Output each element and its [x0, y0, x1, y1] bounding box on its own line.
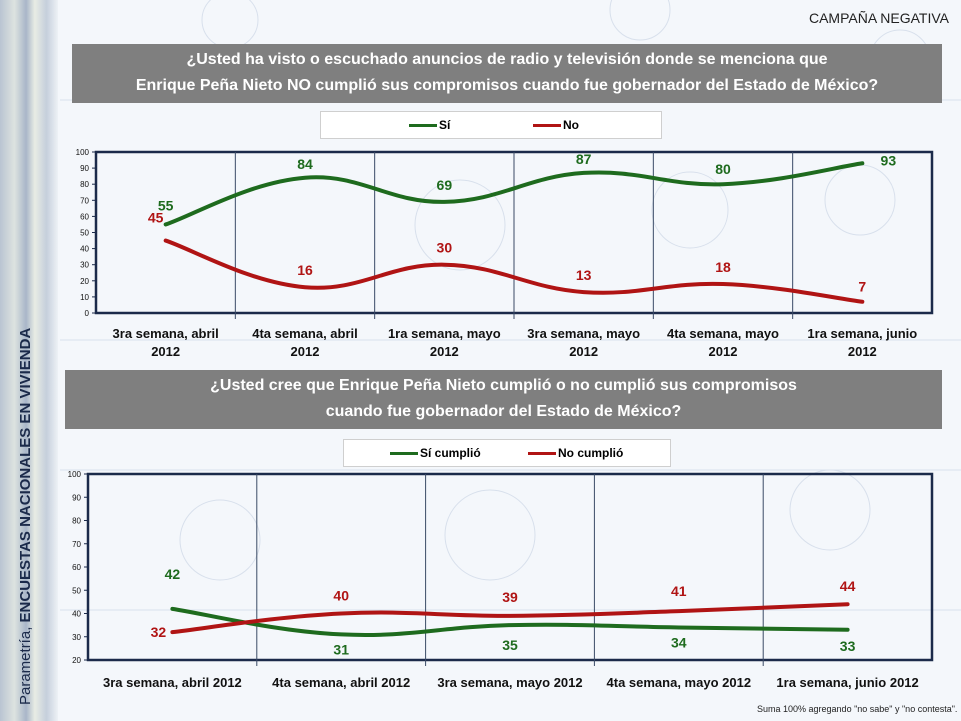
data-label: 44: [840, 578, 856, 594]
red-line-swatch-icon: [528, 451, 556, 455]
data-label: 31: [333, 641, 349, 657]
y-tick-label: 20: [72, 656, 81, 665]
green-line-swatch-icon: [390, 451, 418, 455]
data-label: 87: [576, 151, 592, 167]
data-label: 18: [715, 259, 731, 275]
legend-label: Sí cumplió: [420, 446, 481, 460]
chart1-legend: Sí No: [320, 111, 662, 139]
chart1-group: 0 10 20 30 40 50 60 70 80 90 100 3ra semana, abril 2…: [76, 148, 934, 359]
y-tick-label: 70: [80, 196, 89, 205]
data-label: 40: [333, 588, 349, 604]
data-label: 13: [576, 267, 592, 283]
x-category-label: 2012: [848, 344, 877, 359]
data-label: 45: [148, 210, 164, 226]
chart2-title-line2: cuando fue gobernador del Estado de Méxi…: [325, 403, 682, 420]
green-line-swatch-icon: [409, 123, 437, 127]
chart1-title-line1: ¿Usted ha visto o escuchado anuncios de …: [186, 51, 828, 68]
x-category-label: 2012: [151, 344, 180, 359]
y-tick-label: 100: [76, 148, 90, 157]
legend-label: No cumplió: [558, 446, 624, 460]
y-tick-label: 30: [72, 633, 81, 642]
x-category-label: 3ra semana, mayo 2012: [437, 675, 582, 690]
legend-item-no-cumplio: No cumplió: [528, 446, 623, 460]
series-line-red: [163, 238, 865, 304]
y-tick-label: 60: [72, 563, 81, 572]
y-tick-label: 40: [72, 610, 81, 619]
chart2-title: ¿Usted cree que Enrique Peña Nieto cumpl…: [65, 370, 942, 429]
data-label: 35: [502, 637, 518, 653]
y-tick-label: 90: [72, 493, 81, 502]
chart1-title: ¿Usted ha visto o escuchado anuncios de …: [72, 44, 942, 103]
data-label: 80: [715, 161, 731, 177]
y-tick-label: 60: [80, 212, 89, 221]
x-category-label: 4ta semana, abril: [252, 326, 358, 341]
data-label: 39: [502, 589, 518, 605]
legend-item-si-cumplio: Sí cumplió: [390, 446, 481, 460]
data-label: 41: [671, 583, 687, 599]
sidebar-decoration: [0, 0, 58, 721]
series-line-red: [170, 602, 850, 635]
y-tick-label: 30: [80, 261, 89, 270]
chart1-title-line2: Enrique Peña Nieto NO cumplió sus compro…: [135, 77, 879, 94]
x-category-label: 2012: [430, 344, 459, 359]
y-tick-label: 40: [80, 245, 89, 254]
data-label: 16: [297, 262, 313, 278]
legend-item-no: No: [533, 118, 579, 132]
x-category-label: 2012: [709, 344, 738, 359]
x-category-label: 3ra semana, mayo: [527, 326, 640, 341]
x-category-label: 4ta semana, mayo: [667, 326, 779, 341]
legend-label: No: [563, 118, 579, 132]
x-category-label: 2012: [291, 344, 320, 359]
chart2-title-line1: ¿Usted cree que Enrique Peña Nieto cumpl…: [210, 377, 797, 394]
plot-frame: [86, 472, 934, 662]
x-category-label: 1ra semana, junio 2012: [776, 675, 918, 690]
y-tick-label: 70: [72, 540, 81, 549]
x-category-label: 1ra semana, mayo: [388, 326, 501, 341]
series-line-green: [163, 161, 865, 227]
y-tick-label: 80: [80, 180, 89, 189]
data-label: 33: [840, 638, 856, 654]
data-label: 32: [151, 624, 167, 640]
data-label: 30: [437, 240, 453, 256]
x-category-label: 2012: [569, 344, 598, 359]
y-tick-label: 20: [80, 277, 89, 286]
y-tick-label: 0: [85, 309, 90, 318]
y-tick-label: 90: [80, 164, 89, 173]
chart2-legend: Sí cumplió No cumplió: [343, 439, 671, 467]
y-tick-label: 50: [72, 586, 81, 595]
x-category-label: 1ra semana, junio: [807, 326, 917, 341]
x-category-label: 4ta semana, abril 2012: [272, 675, 410, 690]
x-category-label: 3ra semana, abril: [113, 326, 219, 341]
y-tick-label: 10: [80, 293, 89, 302]
legend-label: Sí: [439, 118, 451, 132]
y-tick-label: 80: [72, 517, 81, 526]
red-line-swatch-icon: [533, 123, 561, 127]
legend-item-si: Sí: [409, 118, 450, 132]
footnote: Suma 100% agregando "no sabe" y "no cont…: [757, 704, 958, 714]
data-label: 55: [158, 197, 174, 213]
data-label: 7: [858, 279, 866, 295]
data-label: 84: [297, 156, 313, 172]
y-tick-label: 50: [80, 229, 89, 238]
x-category-label: 4ta semana, mayo 2012: [607, 675, 752, 690]
section-tag: CAMPAÑA NEGATIVA: [808, 10, 949, 26]
data-label: 34: [671, 634, 687, 650]
series-line-green: [170, 606, 850, 638]
data-label: 93: [881, 152, 897, 168]
data-label: 42: [165, 566, 181, 582]
data-label: 69: [437, 177, 453, 193]
x-category-label: 3ra semana, abril 2012: [103, 675, 242, 690]
y-tick-label: 100: [68, 470, 82, 479]
chart2-group: 20 30 40 50 60 70 80 90 100 3ra semana, abril 201…: [68, 470, 934, 690]
